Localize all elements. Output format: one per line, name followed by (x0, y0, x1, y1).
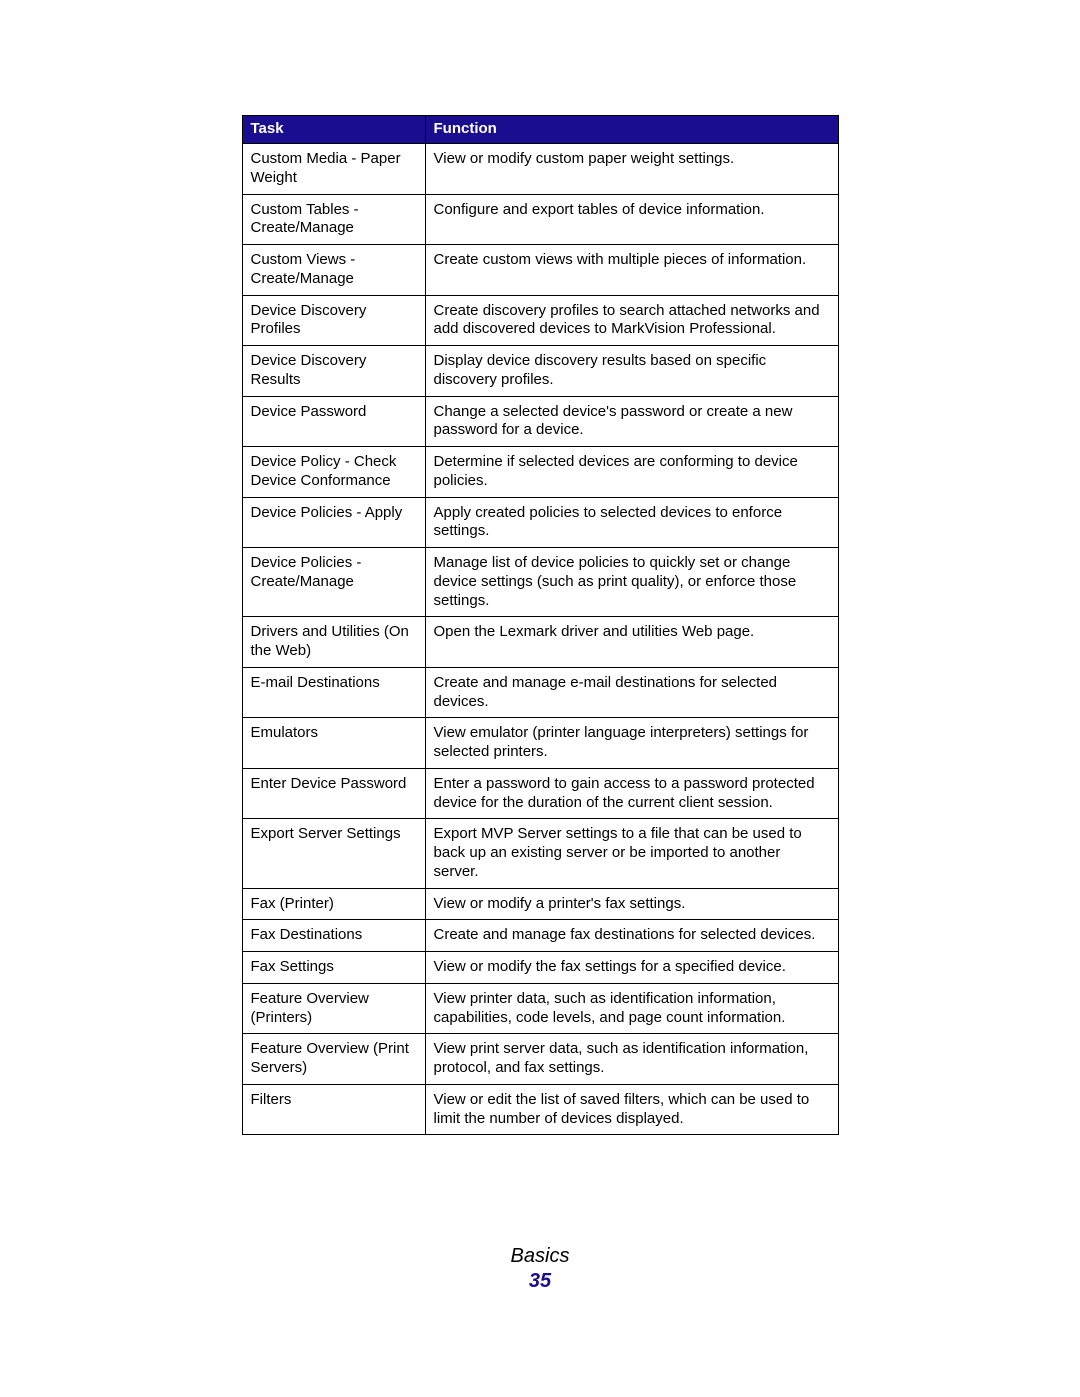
cell-task: Emulators (242, 718, 425, 769)
table-row: Device Policies - Create/ManageManage li… (242, 548, 838, 617)
table-row: Fax (Printer)View or modify a printer's … (242, 888, 838, 920)
cell-function: View or modify the fax settings for a sp… (425, 952, 838, 984)
page-footer: Basics 35 (0, 1245, 1080, 1293)
footer-page-number: 35 (0, 1270, 1080, 1293)
header-function: Function (425, 116, 838, 144)
cell-function: View or edit the list of saved filters, … (425, 1084, 838, 1135)
cell-function: Configure and export tables of device in… (425, 194, 838, 245)
table-row: Fax DestinationsCreate and manage fax de… (242, 920, 838, 952)
table-row: Drivers and Utilities (On the Web)Open t… (242, 617, 838, 668)
cell-task: Drivers and Utilities (On the Web) (242, 617, 425, 668)
cell-function: View or modify custom paper weight setti… (425, 144, 838, 195)
cell-task: Device Discovery Profiles (242, 295, 425, 346)
cell-function: View printer data, such as identificatio… (425, 983, 838, 1034)
table-row: Enter Device PasswordEnter a password to… (242, 768, 838, 819)
table-row: Device Policies - ApplyApply created pol… (242, 497, 838, 548)
cell-function: View or modify a printer's fax settings. (425, 888, 838, 920)
cell-task: Export Server Settings (242, 819, 425, 888)
cell-task: Device Policy - Check Device Conformance (242, 447, 425, 498)
cell-task: Device Discovery Results (242, 346, 425, 397)
table-row: Fax SettingsView or modify the fax setti… (242, 952, 838, 984)
cell-task: Device Password (242, 396, 425, 447)
table-row: Feature Overview (Printers)View printer … (242, 983, 838, 1034)
cell-task: Device Policies - Apply (242, 497, 425, 548)
table-row: Custom Views - Create/ManageCreate custo… (242, 245, 838, 296)
footer-section-title: Basics (0, 1245, 1080, 1268)
table-row: EmulatorsView emulator (printer language… (242, 718, 838, 769)
cell-function: Enter a password to gain access to a pas… (425, 768, 838, 819)
table-row: Device Discovery ResultsDisplay device d… (242, 346, 838, 397)
task-function-table: Task Function Custom Media - Paper Weigh… (242, 115, 839, 1135)
cell-task: Fax (Printer) (242, 888, 425, 920)
cell-function: Open the Lexmark driver and utilities We… (425, 617, 838, 668)
cell-task: Fax Settings (242, 952, 425, 984)
table-row: Export Server SettingsExport MVP Server … (242, 819, 838, 888)
table-row: Custom Tables - Create/ManageConfigure a… (242, 194, 838, 245)
table-header-row: Task Function (242, 116, 838, 144)
page: Task Function Custom Media - Paper Weigh… (0, 0, 1080, 1397)
cell-function: Create custom views with multiple pieces… (425, 245, 838, 296)
cell-task: Custom Views - Create/Manage (242, 245, 425, 296)
table-row: Device PasswordChange a selected device'… (242, 396, 838, 447)
cell-function: Create discovery profiles to search atta… (425, 295, 838, 346)
cell-function: Create and manage fax destinations for s… (425, 920, 838, 952)
cell-task: Feature Overview (Print Servers) (242, 1034, 425, 1085)
cell-task: Custom Tables - Create/Manage (242, 194, 425, 245)
cell-task: Device Policies - Create/Manage (242, 548, 425, 617)
cell-task: Custom Media - Paper Weight (242, 144, 425, 195)
cell-function: Apply created policies to selected devic… (425, 497, 838, 548)
table-row: Custom Media - Paper WeightView or modif… (242, 144, 838, 195)
cell-function: Determine if selected devices are confor… (425, 447, 838, 498)
table-row: E-mail DestinationsCreate and manage e-m… (242, 667, 838, 718)
table-row: FiltersView or edit the list of saved fi… (242, 1084, 838, 1135)
table-body: Custom Media - Paper WeightView or modif… (242, 144, 838, 1135)
table-row: Device Policy - Check Device Conformance… (242, 447, 838, 498)
cell-task: Filters (242, 1084, 425, 1135)
cell-function: View print server data, such as identifi… (425, 1034, 838, 1085)
cell-function: Change a selected device's password or c… (425, 396, 838, 447)
cell-function: Display device discovery results based o… (425, 346, 838, 397)
cell-task: Enter Device Password (242, 768, 425, 819)
cell-task: E-mail Destinations (242, 667, 425, 718)
cell-task: Fax Destinations (242, 920, 425, 952)
cell-function: View emulator (printer language interpre… (425, 718, 838, 769)
cell-function: Create and manage e-mail destinations fo… (425, 667, 838, 718)
cell-task: Feature Overview (Printers) (242, 983, 425, 1034)
table-row: Device Discovery ProfilesCreate discover… (242, 295, 838, 346)
header-task: Task (242, 116, 425, 144)
cell-function: Export MVP Server settings to a file tha… (425, 819, 838, 888)
cell-function: Manage list of device policies to quickl… (425, 548, 838, 617)
table-row: Feature Overview (Print Servers)View pri… (242, 1034, 838, 1085)
